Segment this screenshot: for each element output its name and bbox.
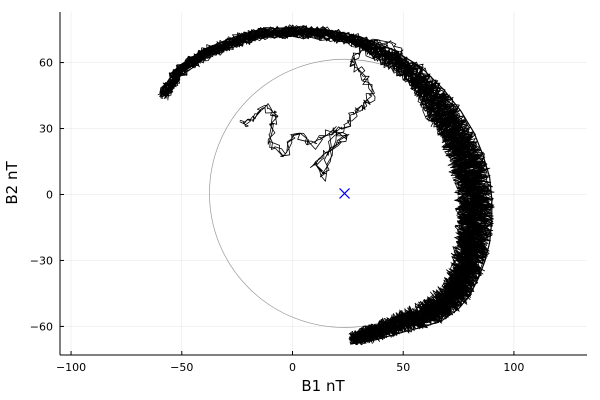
trajectory-line (159, 26, 493, 345)
x-tick-label: 100 (503, 361, 524, 374)
y-tick-label: 0 (46, 188, 53, 201)
tick-labels: −100 −50 0 50 100 −60 −30 0 30 60 (30, 57, 525, 374)
center-marker-layer (339, 187, 350, 199)
center-marker-stroke-b (339, 187, 350, 199)
x-tick-label: −100 (56, 361, 86, 374)
y-tick-label: −60 (30, 320, 53, 333)
x-tick-label: 50 (396, 361, 410, 374)
inner-loop-2 (239, 39, 435, 178)
data-layer (157, 24, 495, 346)
x-axis-label: B1 nT (301, 377, 345, 395)
y-tick-label: 30 (39, 123, 53, 136)
axes (59, 12, 587, 356)
y-tick-label: 60 (39, 57, 53, 70)
y-tick-label: −30 (30, 254, 53, 267)
y-axis-label: B2 nT (3, 161, 21, 205)
inner-loop-0 (239, 38, 432, 175)
trajectory-band-39 (161, 27, 494, 345)
center-marker (339, 187, 350, 199)
x-tick-label: 0 (289, 361, 296, 374)
inner-loop-1 (242, 40, 436, 182)
x-tick-label: −50 (170, 361, 193, 374)
trajectory-band-38 (163, 26, 493, 346)
